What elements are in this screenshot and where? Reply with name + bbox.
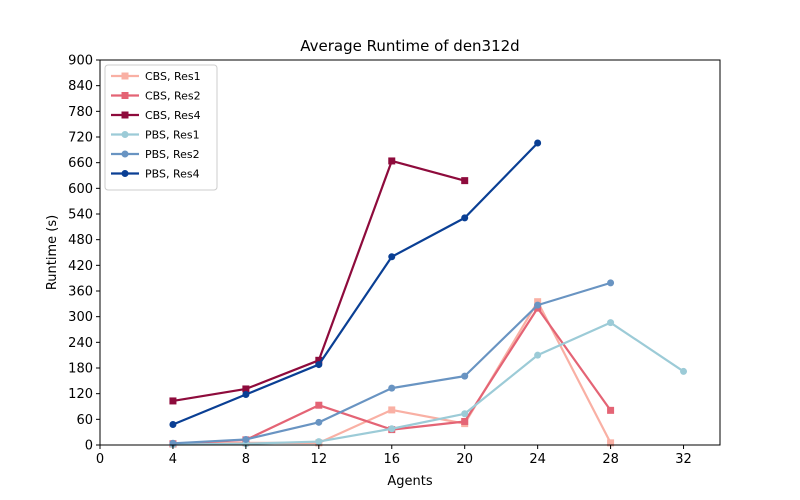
series-line [172, 321, 685, 446]
legend-marker [121, 150, 129, 158]
series-cbs-res4 [169, 157, 469, 405]
series-line [172, 307, 612, 445]
data-point [315, 356, 323, 364]
data-point [315, 401, 323, 409]
data-point [607, 439, 615, 447]
x-tick-label: 28 [602, 452, 619, 467]
y-tick-label: 840 [68, 79, 93, 94]
legend-item: CBS, Res4 [111, 109, 201, 122]
y-axis-label: Runtime (s) [45, 215, 60, 290]
legend-label: CBS, Res2 [145, 90, 201, 103]
series-layer [169, 139, 688, 449]
legend-marker [121, 92, 129, 99]
data-point [242, 391, 250, 399]
data-point [607, 319, 615, 327]
data-point [388, 425, 396, 433]
x-tick-label: 16 [383, 452, 400, 467]
data-point [607, 279, 615, 287]
y-tick-label: 120 [68, 387, 93, 402]
series-line [172, 300, 612, 446]
data-point [461, 410, 469, 418]
data-point [169, 420, 177, 428]
data-point [388, 406, 396, 414]
data-point [315, 361, 323, 369]
x-tick-label: 0 [96, 452, 104, 467]
series-pbs-res1 [169, 319, 688, 449]
series-line [172, 281, 611, 445]
data-point [242, 385, 250, 393]
legend-label: PBS, Res2 [145, 148, 200, 161]
data-point [169, 397, 177, 405]
legend-marker [121, 170, 129, 177]
y-tick-label: 480 [68, 233, 93, 248]
data-point [315, 418, 323, 426]
x-tick-label: 4 [169, 452, 177, 467]
legend-label: PBS, Res1 [145, 129, 200, 142]
y-ticks: 0 60 120 180 240 300 360 420 480 540 600 660 720 780 8… [68, 54, 100, 454]
data-point [607, 406, 615, 414]
legend-label: PBS, Res4 [145, 168, 200, 181]
legend-marker [121, 111, 129, 119]
legend-item: PBS, Res2 [111, 148, 200, 161]
y-tick-label: 720 [68, 131, 93, 146]
data-point [461, 372, 469, 380]
x-axis-label: Agents [387, 474, 432, 489]
legend-marker [121, 72, 129, 80]
y-tick-label: 780 [68, 105, 93, 120]
y-tick-label: 300 [68, 310, 93, 325]
data-point [388, 157, 396, 165]
legend: CBS, Res1 CBS, Res2 CBS, Res4 PBS, Res1 PBS,… [104, 64, 218, 191]
y-tick-label: 900 [68, 54, 93, 69]
y-tick-label: 240 [68, 336, 93, 351]
legend-item: CBS, Res2 [111, 90, 201, 103]
series-pbs-res4 [169, 139, 542, 428]
y-tick-label: 0 [85, 439, 93, 454]
data-point [461, 417, 469, 425]
data-point [680, 367, 688, 375]
data-point [315, 438, 323, 446]
y-tick-label: 360 [68, 285, 93, 300]
y-tick-label: 540 [68, 208, 93, 223]
legend-item: PBS, Res4 [111, 168, 200, 181]
x-tick-label: 32 [675, 452, 692, 467]
data-point [461, 214, 469, 222]
data-point [534, 301, 542, 309]
legend-marker [121, 131, 129, 138]
series-line [172, 142, 539, 426]
data-point [388, 384, 396, 392]
x-ticks: 0 4 8 12 16 20 24 28 32 [96, 445, 692, 467]
data-point [242, 435, 250, 443]
x-tick-label: 8 [242, 452, 250, 467]
data-point [461, 177, 469, 185]
y-tick-label: 660 [68, 156, 93, 171]
series-pbs-res2 [169, 279, 615, 447]
legend-label: CBS, Res1 [145, 70, 201, 83]
data-point [388, 253, 396, 261]
x-tick-label: 20 [456, 452, 473, 467]
plot-frame [99, 59, 721, 446]
data-point [534, 351, 542, 359]
chart-title: Average Runtime of den312d [300, 37, 519, 55]
legend-label: CBS, Res4 [145, 109, 201, 122]
y-tick-label: 420 [68, 259, 93, 274]
legend-item: PBS, Res1 [111, 129, 200, 142]
x-tick-label: 24 [529, 452, 546, 467]
x-tick-label: 12 [311, 452, 328, 467]
y-tick-label: 60 [76, 413, 93, 428]
data-point [534, 139, 542, 147]
y-tick-label: 180 [68, 362, 93, 377]
legend-item: CBS, Res1 [111, 70, 201, 83]
y-tick-label: 600 [68, 182, 93, 197]
